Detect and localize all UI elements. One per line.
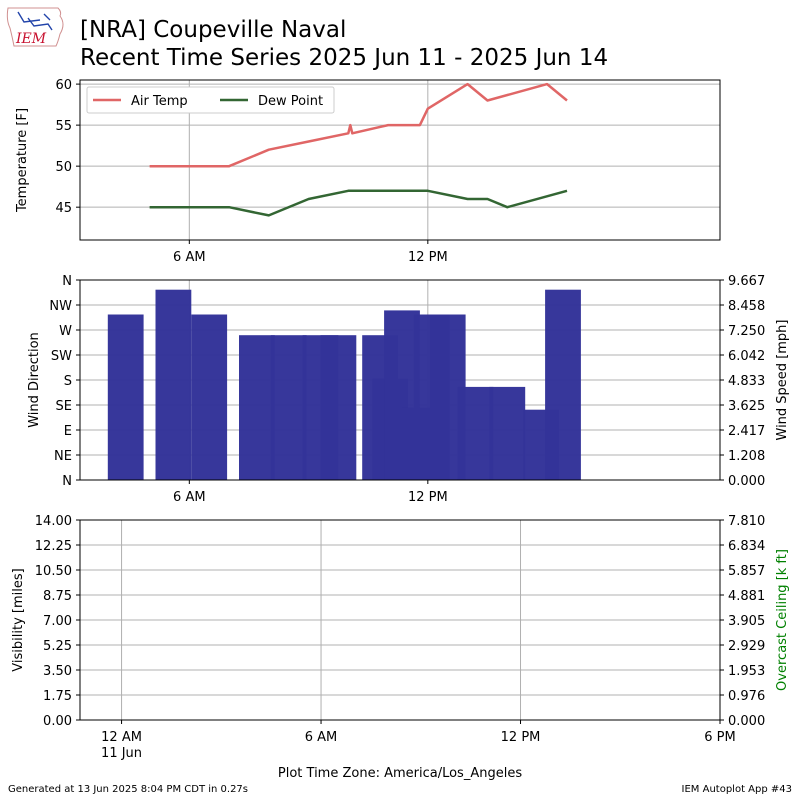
ceiling-tick-label: 4.881 [728,589,765,604]
wind-direction-tick-label: SW [51,349,72,364]
visibility-xtick-label: 12 PM [501,730,541,745]
ceiling-tick-label: 2.929 [728,639,765,654]
ceiling-tick-label: 0.976 [728,689,765,704]
ceiling-tick-label: 1.953 [728,664,765,679]
temperature-axes-labels: 45 50 55 60 6 AM 12 PM [55,78,447,265]
wind-direction-tick-label: W [59,324,72,339]
wind-speed-tick-label: 2.417 [728,424,765,439]
visibility-xtick-label: 6 PM [704,730,735,745]
ceiling-ylabel: Overcast Ceiling [k ft] [775,549,790,691]
legend-air-temp-label: Air Temp [131,94,188,109]
temperature-xtick-label: 6 AM [173,250,206,265]
visibility-xtick-label: 6 AM [305,730,338,745]
footer-app: IEM Autoplot App #43 [681,784,792,795]
wind-speed-bar [489,386,526,480]
wind-direction-ylabel: Wind Direction [27,332,42,428]
chart-title-line1: [NRA] Coupeville Naval [80,17,347,43]
wind-speed-tick-label: 1.208 [728,449,765,464]
visibility-tick-label: 8.75 [43,589,72,604]
dew-point-line [149,189,568,217]
wind-speed-bar [270,335,307,480]
wind-speed-tick-label: 7.250 [728,324,765,339]
wind-direction-tick-label: N [62,474,72,489]
air-temp-line [149,82,568,168]
temperature-ytick-label: 55 [55,119,72,134]
visibility-panel: 0.00 0.000 1.75 0.976 3.50 1.953 5.25 2.929 7.00… [11,514,790,781]
chart-title-line2: Recent Time Series 2025 Jun 11 - 2025 Ju… [80,45,609,71]
visibility-tick-label: 10.50 [35,564,72,579]
wind-direction-tick-label: SE [56,399,72,414]
visibility-xtick-date-label: 11 Jun [101,746,142,761]
wind-axes-labels: N 0.000 NE 1.208 E 2.417 SE 3.625 S 4.833 SW 6.042 W… [49,274,765,505]
temperature-legend: Air Temp Dew Point [86,86,335,114]
temperature-series [149,82,568,217]
visibility-grid [80,520,721,720]
visibility-tick-label: 7.00 [43,614,72,629]
wind-xtick-label: 6 AM [173,490,206,505]
x-axis-label: Plot Time Zone: America/Los_Angeles [278,766,522,781]
legend-dew-point-label: Dew Point [258,94,323,109]
logo-sketch-icon [17,11,53,31]
wind-speed-tick-label: 3.625 [728,399,765,414]
logo-text: IEM [15,31,47,47]
footer-generated: Generated at 13 Jun 2025 8:04 PM CDT in … [8,784,249,795]
ceiling-tick-label: 3.905 [728,614,765,629]
visibility-ylabel: Visibility [miles] [11,568,26,671]
visibility-tick-label: 1.75 [43,689,72,704]
wind-direction-tick-label: N [62,274,72,289]
wind-speed-tick-label: 0.000 [728,474,765,489]
temperature-ytick-label: 45 [55,201,72,216]
ceiling-tick-label: 0.000 [728,714,765,729]
wind-speed-tick-label: 6.042 [728,349,765,364]
temperature-ylabel: Temperature [F] [15,108,30,213]
wind-speed-ylabel: Wind Speed [mph] [775,320,790,441]
wind-speed-bars [107,289,581,480]
wind-direction-tick-label: NE [54,449,72,464]
wind-speed-bar [191,314,228,480]
wind-speed-bar [239,335,275,480]
wind-speed-tick-label: 9.667 [728,274,765,289]
visibility-tick-label: 3.50 [43,664,72,679]
temperature-plot-frame [79,79,721,241]
visibility-tick-label: 12.25 [35,539,72,554]
legend-box [86,86,335,114]
visibility-tick-label: 14.00 [35,514,72,529]
wind-speed-bar [457,386,494,480]
visibility-axes-labels: 0.00 0.000 1.75 0.976 3.50 1.953 5.25 2.929 7.00… [35,514,765,761]
wind-speed-tick-label: 4.833 [728,374,765,389]
ceiling-tick-label: 5.857 [728,564,765,579]
temperature-ytick-label: 50 [55,160,72,175]
wind-speed-bar [155,289,192,480]
wind-direction-tick-label: E [64,424,72,439]
visibility-tick-label: 0.00 [43,714,72,729]
ceiling-tick-label: 7.810 [728,514,765,529]
wind-speed-bar [545,289,581,480]
visibility-tick-label: 5.25 [43,639,72,654]
iem-logo: IEM [6,7,64,47]
ceiling-tick-label: 6.834 [728,539,765,554]
temperature-panel: 45 50 55 60 6 AM 12 PM Temperature [F] Air Te… [15,78,721,265]
visibility-xtick-label: 12 AM [101,730,142,745]
wind-direction-tick-label: NW [49,299,72,314]
wind-speed-tick-label: 8.458 [728,299,765,314]
temperature-ytick-label: 60 [55,78,72,93]
wind-speed-bar [107,314,144,480]
wind-panel: N 0.000 NE 1.208 E 2.417 SE 3.625 S 4.833 SW 6.042 W… [27,274,790,505]
wind-speed-bar [320,335,357,480]
wind-xtick-label: 12 PM [408,490,448,505]
wind-direction-tick-label: S [64,374,72,389]
temperature-xtick-label: 12 PM [408,250,448,265]
